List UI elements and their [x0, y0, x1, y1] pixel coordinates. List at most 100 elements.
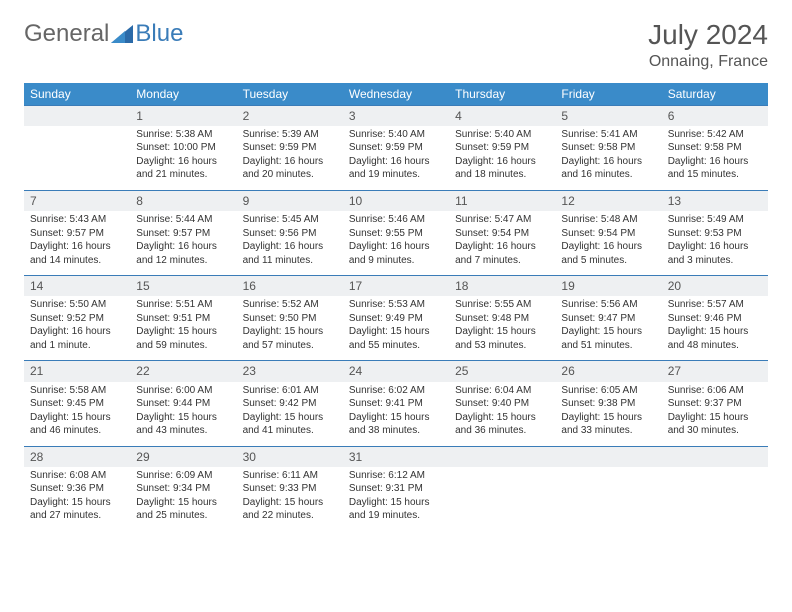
- day-number-cell: 27: [662, 361, 768, 382]
- sunrise-text: Sunrise: 5:53 AM: [349, 298, 443, 312]
- day-number: 7: [24, 191, 130, 211]
- day-content-row: Sunrise: 5:43 AMSunset: 9:57 PMDaylight:…: [24, 211, 768, 276]
- sunset-text: Sunset: 9:45 PM: [30, 397, 124, 411]
- day-cell: Sunrise: 5:56 AMSunset: 9:47 PMDaylight:…: [555, 296, 661, 361]
- sunrise-text: Sunrise: 5:48 AM: [561, 213, 655, 227]
- day-number-cell: 12: [555, 190, 661, 211]
- sunrise-text: Sunrise: 5:38 AM: [136, 128, 230, 142]
- day-cell: Sunrise: 6:05 AMSunset: 9:38 PMDaylight:…: [555, 382, 661, 447]
- sunset-text: Sunset: 9:44 PM: [136, 397, 230, 411]
- daylight-text: Daylight: 16 hours and 5 minutes.: [561, 240, 655, 267]
- sunset-text: Sunset: 9:57 PM: [30, 227, 124, 241]
- day-number-cell: 10: [343, 190, 449, 211]
- sunrise-text: Sunrise: 5:39 AM: [243, 128, 337, 142]
- day-number-cell: 23: [237, 361, 343, 382]
- daylight-text: Daylight: 16 hours and 3 minutes.: [668, 240, 762, 267]
- daylight-text: Daylight: 16 hours and 20 minutes.: [243, 155, 337, 182]
- logo: General Blue: [24, 20, 183, 48]
- weekday-friday: Friday: [555, 83, 661, 106]
- day-number-cell: 17: [343, 276, 449, 297]
- day-number: 18: [449, 276, 555, 296]
- day-cell: Sunrise: 5:47 AMSunset: 9:54 PMDaylight:…: [449, 211, 555, 276]
- sunrise-text: Sunrise: 5:47 AM: [455, 213, 549, 227]
- day-number: 6: [662, 106, 768, 126]
- daylight-text: Daylight: 15 hours and 30 minutes.: [668, 411, 762, 438]
- sunset-text: Sunset: 9:50 PM: [243, 312, 337, 326]
- sunset-text: Sunset: 9:40 PM: [455, 397, 549, 411]
- sunset-text: Sunset: 9:38 PM: [561, 397, 655, 411]
- day-cell: Sunrise: 5:40 AMSunset: 9:59 PMDaylight:…: [343, 126, 449, 191]
- empty-cell: [24, 105, 130, 126]
- day-number-cell: 30: [237, 446, 343, 467]
- location-label: Onnaing, France: [648, 53, 768, 71]
- sunset-text: Sunset: 9:46 PM: [668, 312, 762, 326]
- day-cell: Sunrise: 5:50 AMSunset: 9:52 PMDaylight:…: [24, 296, 130, 361]
- day-number: 16: [237, 276, 343, 296]
- weekday-saturday: Saturday: [662, 83, 768, 106]
- daylight-text: Daylight: 15 hours and 48 minutes.: [668, 325, 762, 352]
- empty-cell: [449, 446, 555, 467]
- day-number-cell: 4: [449, 105, 555, 126]
- day-number-cell: 2: [237, 105, 343, 126]
- weekday-wednesday: Wednesday: [343, 83, 449, 106]
- day-number: 8: [130, 191, 236, 211]
- day-cell: Sunrise: 5:53 AMSunset: 9:49 PMDaylight:…: [343, 296, 449, 361]
- logo-text-general: General: [24, 20, 109, 48]
- sunset-text: Sunset: 9:57 PM: [136, 227, 230, 241]
- sunrise-text: Sunrise: 5:43 AM: [30, 213, 124, 227]
- day-number-cell: 19: [555, 276, 661, 297]
- sunrise-text: Sunrise: 5:58 AM: [30, 384, 124, 398]
- day-number: 2: [237, 106, 343, 126]
- day-cell: Sunrise: 5:48 AMSunset: 9:54 PMDaylight:…: [555, 211, 661, 276]
- sunset-text: Sunset: 9:52 PM: [30, 312, 124, 326]
- daylight-text: Daylight: 15 hours and 25 minutes.: [136, 496, 230, 523]
- daylight-text: Daylight: 15 hours and 57 minutes.: [243, 325, 337, 352]
- day-number-cell: 31: [343, 446, 449, 467]
- sunrise-text: Sunrise: 6:12 AM: [349, 469, 443, 483]
- daylight-text: Daylight: 16 hours and 7 minutes.: [455, 240, 549, 267]
- sunset-text: Sunset: 9:49 PM: [349, 312, 443, 326]
- day-number: 13: [662, 191, 768, 211]
- day-cell: Sunrise: 5:40 AMSunset: 9:59 PMDaylight:…: [449, 126, 555, 191]
- daynum-row: 78910111213: [24, 190, 768, 211]
- day-number-cell: 11: [449, 190, 555, 211]
- day-number-cell: 9: [237, 190, 343, 211]
- day-number-cell: 5: [555, 105, 661, 126]
- sunrise-text: Sunrise: 5:45 AM: [243, 213, 337, 227]
- daylight-text: Daylight: 15 hours and 51 minutes.: [561, 325, 655, 352]
- day-number: 29: [130, 447, 236, 467]
- day-number-cell: 25: [449, 361, 555, 382]
- day-number-cell: 24: [343, 361, 449, 382]
- sunrise-text: Sunrise: 5:40 AM: [349, 128, 443, 142]
- sunrise-text: Sunrise: 6:02 AM: [349, 384, 443, 398]
- sunset-text: Sunset: 9:33 PM: [243, 482, 337, 496]
- sunset-text: Sunset: 9:47 PM: [561, 312, 655, 326]
- sunrise-text: Sunrise: 6:09 AM: [136, 469, 230, 483]
- sunset-text: Sunset: 9:34 PM: [136, 482, 230, 496]
- day-content-row: Sunrise: 5:50 AMSunset: 9:52 PMDaylight:…: [24, 296, 768, 361]
- day-number-cell: 22: [130, 361, 236, 382]
- sunrise-text: Sunrise: 5:44 AM: [136, 213, 230, 227]
- daynum-row: 21222324252627: [24, 361, 768, 382]
- empty-cell: [24, 126, 130, 191]
- day-number: 22: [130, 361, 236, 381]
- day-cell: Sunrise: 5:41 AMSunset: 9:58 PMDaylight:…: [555, 126, 661, 191]
- sunrise-text: Sunrise: 5:42 AM: [668, 128, 762, 142]
- title-block: July 2024 Onnaing, France: [648, 20, 768, 71]
- day-number: 24: [343, 361, 449, 381]
- day-cell: Sunrise: 6:09 AMSunset: 9:34 PMDaylight:…: [130, 467, 236, 531]
- daylight-text: Daylight: 15 hours and 43 minutes.: [136, 411, 230, 438]
- day-number: 4: [449, 106, 555, 126]
- day-cell: Sunrise: 5:52 AMSunset: 9:50 PMDaylight:…: [237, 296, 343, 361]
- day-number: 9: [237, 191, 343, 211]
- day-number: 27: [662, 361, 768, 381]
- daynum-row: 123456: [24, 105, 768, 126]
- day-cell: Sunrise: 5:45 AMSunset: 9:56 PMDaylight:…: [237, 211, 343, 276]
- day-number: 28: [24, 447, 130, 467]
- day-number: 10: [343, 191, 449, 211]
- day-number: 17: [343, 276, 449, 296]
- sunset-text: Sunset: 9:56 PM: [243, 227, 337, 241]
- day-cell: Sunrise: 6:04 AMSunset: 9:40 PMDaylight:…: [449, 382, 555, 447]
- daylight-text: Daylight: 15 hours and 33 minutes.: [561, 411, 655, 438]
- day-number: 31: [343, 447, 449, 467]
